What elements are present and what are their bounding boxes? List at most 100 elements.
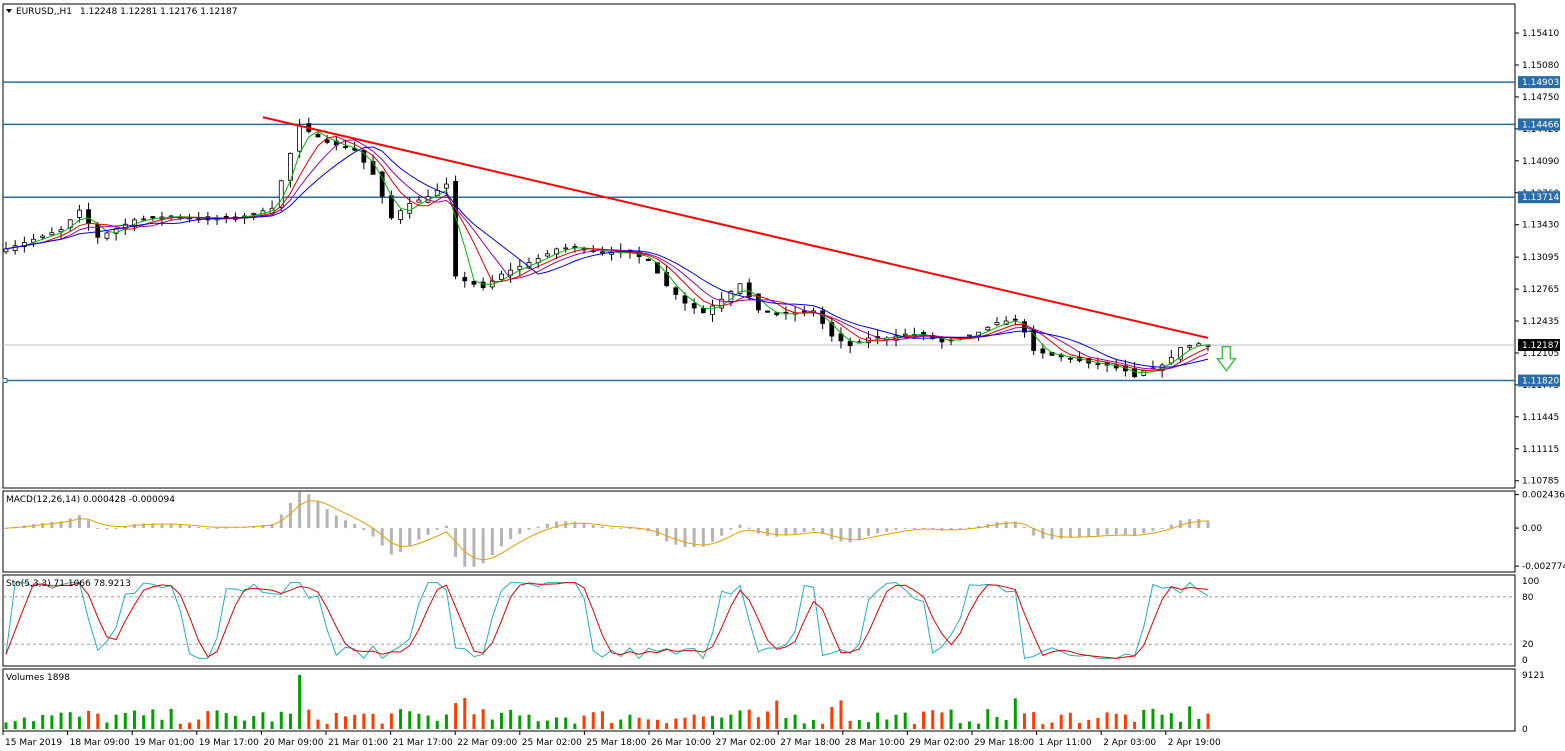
macd-tick-label: -0.002774 xyxy=(1522,562,1565,572)
volume-bar xyxy=(1142,709,1146,729)
candle-body xyxy=(444,183,449,189)
macd-bar xyxy=(160,523,164,529)
symbol-menu-icon[interactable] xyxy=(6,9,12,13)
volume-bar xyxy=(353,714,357,729)
macd-bar xyxy=(1178,520,1182,529)
macd-bar xyxy=(1013,521,1017,529)
time-tick-label: 29 Mar 02:00 xyxy=(909,738,969,748)
candle-body xyxy=(829,322,835,337)
macd-bar xyxy=(591,525,595,529)
volume-bar xyxy=(1078,722,1082,729)
macd-bar xyxy=(518,528,522,534)
volume-bar xyxy=(417,713,421,729)
macd-bar xyxy=(527,528,531,530)
volumes-panel[interactable]: 9121 0 Volumes 1898 xyxy=(4,671,1545,735)
volume-bar xyxy=(32,721,36,729)
volume-bar xyxy=(178,723,182,729)
macd-bar xyxy=(600,526,604,529)
macd-bar xyxy=(1096,528,1100,536)
macd-bar xyxy=(444,525,448,529)
volume-bar xyxy=(343,716,347,729)
macd-bar xyxy=(1022,526,1026,529)
volume-bar xyxy=(1206,713,1210,729)
macd-bar xyxy=(793,528,797,534)
candle-body xyxy=(728,291,734,302)
volume-bar xyxy=(922,711,926,729)
macd-bar xyxy=(334,515,338,529)
candle-body xyxy=(58,229,64,233)
price-axis: 1.154101.150801.147501.144201.140901.137… xyxy=(1515,29,1559,487)
volume-bar xyxy=(949,709,953,729)
volume-bar xyxy=(674,718,678,729)
volume-bar xyxy=(747,709,751,729)
volume-bar xyxy=(444,714,448,729)
volume-bar xyxy=(876,712,880,729)
candle-body xyxy=(471,281,477,285)
stochastic-panel[interactable]: 100 80 20 0 Sto(5,3,3) 71.1066 78.9213 xyxy=(3,577,1539,666)
candle-body xyxy=(3,248,9,253)
macd-bar xyxy=(1114,528,1118,535)
macd-panel[interactable]: 0.002436 0.00 -0.002774 MACD(12,26,14) 0.0… xyxy=(4,491,1565,573)
candle-body xyxy=(1040,348,1046,354)
time-tick-label: 21 Mar 01:00 xyxy=(328,738,388,748)
candle-body xyxy=(544,253,550,257)
macd-bar xyxy=(151,523,155,529)
level-handle[interactable] xyxy=(2,378,8,384)
volume-bar xyxy=(362,713,366,729)
macd-bar xyxy=(50,522,54,529)
volume-bar xyxy=(986,709,990,729)
macd-bar xyxy=(573,521,577,529)
macd-bar xyxy=(362,528,366,531)
volume-bar xyxy=(307,709,311,729)
price-tick-label: 1.15410 xyxy=(1522,29,1559,39)
macd-bar xyxy=(738,524,742,529)
down-arrow-icon[interactable] xyxy=(1215,345,1237,372)
macd-bar xyxy=(720,528,724,536)
macd-bar xyxy=(683,528,687,547)
candle-body xyxy=(398,210,403,220)
macd-bar xyxy=(270,524,274,529)
time-tick-label: 27 Mar 02:00 xyxy=(716,738,776,748)
volume-bar xyxy=(371,713,375,729)
macd-bar xyxy=(665,528,669,542)
macd-bar xyxy=(894,528,898,530)
price-tick-label: 1.15080 xyxy=(1522,61,1559,71)
volume-bar xyxy=(527,714,531,729)
candle-body xyxy=(480,281,486,289)
macd-bar xyxy=(545,523,549,529)
volume-bar xyxy=(894,714,898,729)
volume-bar xyxy=(848,720,852,729)
macd-bar xyxy=(325,509,329,529)
volume-bar xyxy=(536,721,540,729)
level-tag xyxy=(1518,76,1560,89)
macd-bar xyxy=(123,526,127,529)
macd-bar xyxy=(188,526,192,529)
volume-bar xyxy=(1133,721,1137,729)
volume-bar xyxy=(41,714,45,729)
volume-bars xyxy=(4,675,1210,729)
macd-bar xyxy=(472,528,476,567)
volume-bar xyxy=(903,712,907,729)
candle-body xyxy=(95,224,101,238)
macd-bar xyxy=(197,527,201,529)
candle-body xyxy=(77,209,82,218)
macd-bar xyxy=(298,491,302,529)
price-tick-label: 1.13095 xyxy=(1522,253,1559,263)
panel-frame-vol xyxy=(2,668,1516,732)
price-panel[interactable]: 1.154101.150801.147501.144201.140901.137… xyxy=(2,7,1560,487)
macd-bar xyxy=(692,528,696,548)
trendline[interactable] xyxy=(262,116,1209,339)
volume-bar xyxy=(683,717,687,729)
candle-body xyxy=(572,246,578,248)
time-tick-label: 2 Apr 03:00 xyxy=(1103,738,1156,748)
volume-bar xyxy=(472,714,476,729)
volume-bar xyxy=(628,714,632,729)
volume-bar xyxy=(857,720,861,729)
panel-frame-main xyxy=(2,3,1516,489)
stochastic-axis: 100 80 20 0 xyxy=(1522,577,1539,666)
candle-body xyxy=(645,258,651,261)
time-tick-label: 2 Apr 19:00 xyxy=(1168,738,1221,748)
macd-bar xyxy=(1087,528,1091,537)
candle-body xyxy=(902,333,908,336)
